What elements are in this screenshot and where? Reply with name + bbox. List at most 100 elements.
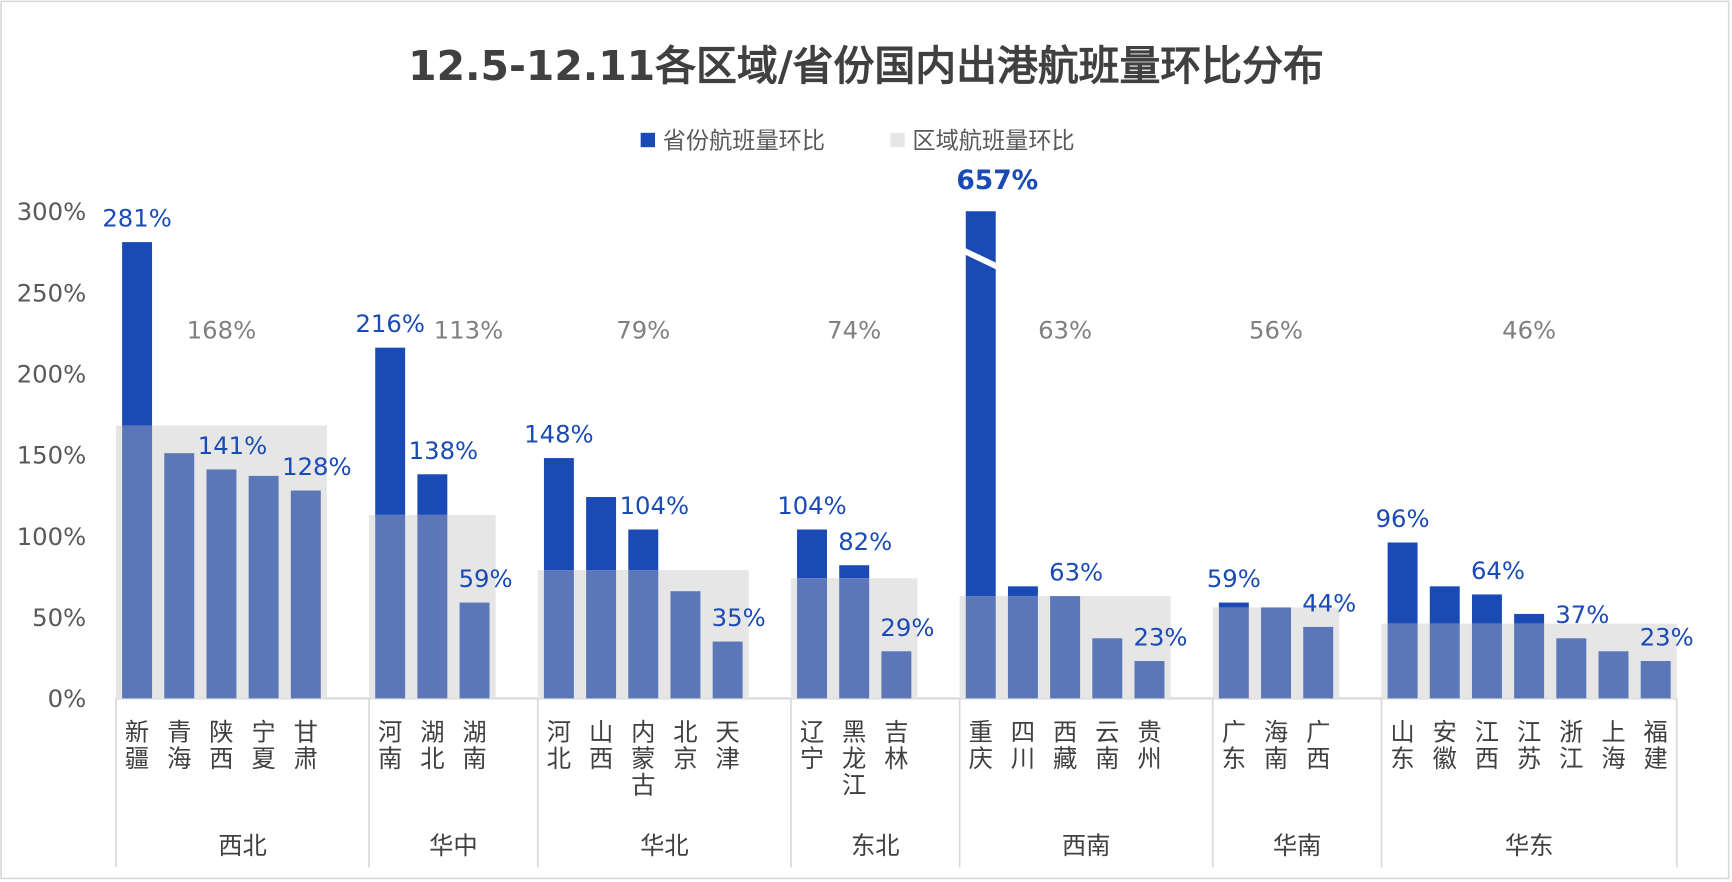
x-tick-label-广东: 东 [1222,744,1246,773]
x-tick-label-江西: 江 [1475,717,1499,746]
province-bar-overlap-宁夏 [248,475,279,699]
data-label: 141% [198,431,267,460]
x-tick-label-天津: 天 [715,717,739,746]
x-tick-label-湖北: 北 [420,744,444,773]
region-data-label: 79% [616,315,670,344]
province-bar-湖北 [417,474,448,515]
province-bar-山东 [1387,542,1418,624]
data-label: 35% [712,603,766,632]
province-bar-overlap-山东 [1387,623,1418,699]
province-bar-安徽 [1429,586,1460,624]
x-tick-label-西藏: 西 [1053,717,1077,746]
data-label: 64% [1471,556,1525,585]
province-bar-overlap-陕西 [206,469,237,699]
x-tick-label-重庆: 重 [969,717,993,746]
x-tick-label-江苏: 苏 [1517,744,1541,773]
x-tick-label-广西: 西 [1306,744,1330,773]
region-data-label: 113% [434,315,503,344]
province-bar-overlap-西藏 [1050,596,1081,699]
x-tick-label-吉林: 林 [884,744,908,773]
data-label: 657% [956,165,1038,196]
x-tick-label-吉林: 吉 [884,717,908,746]
x-tick-label-上海: 海 [1601,744,1625,773]
x-tick-label-辽宁: 辽 [800,717,824,746]
x-tick-label-甘肃: 肃 [294,744,318,773]
y-tick-label: 100% [17,522,86,551]
province-bar-四川 [1007,586,1038,597]
data-label: 59% [459,564,513,593]
y-tick-label: 200% [17,359,86,388]
x-tick-label-河南: 南 [378,744,402,773]
x-tick-label-广西: 广 [1306,717,1330,746]
x-tick-label-安徽: 徽 [1433,744,1457,773]
y-tick-label: 150% [17,441,86,470]
x-tick-label-内蒙古: 蒙 [631,744,655,773]
x-tick-label-黑龙江: 江 [842,770,866,799]
x-tick-label-广东: 广 [1222,717,1246,746]
province-bar-overlap-辽宁 [797,578,827,699]
legend-swatch-region [890,132,905,148]
province-bar-overlap-福建 [1640,661,1671,699]
province-bar-山西 [586,497,617,571]
province-bar-overlap-天津 [712,641,743,699]
x-tick-label-甘肃: 甘 [294,717,318,746]
province-bar-overlap-贵州 [1134,661,1165,699]
region-data-label: 168% [187,315,256,344]
x-tick-label-海南: 南 [1264,744,1288,773]
x-tick-label-宁夏: 宁 [251,717,275,746]
province-bar-overlap-河北 [543,570,574,699]
data-label: 96% [1376,504,1430,533]
province-bar-overlap-广西 [1303,626,1334,699]
x-tick-label-贵州: 州 [1137,744,1161,773]
legend: 省份航班量环比 区域航班量环比 [640,127,1075,154]
x-tick-label-湖北: 湖 [420,717,444,746]
x-tick-label-江西: 西 [1475,744,1499,773]
x-tick-label-河北: 河 [547,717,571,746]
x-tick-label-辽宁: 宁 [800,744,824,773]
y-axis: 0% 50% 100% 150% 200% 250% 300% [17,197,86,713]
province-bar-overlap-吉林 [881,651,912,699]
x-tick-label-浙江: 江 [1559,744,1583,773]
data-label: 128% [282,452,351,481]
x-tick-label-山西: 山 [589,717,613,746]
x-tick-label-湖南: 湖 [462,717,486,746]
x-tick-label-陕西: 西 [209,744,233,773]
province-bar-河北 [543,458,574,571]
x-tick-label-海南: 海 [1264,717,1288,746]
province-bar-内蒙古 [628,529,659,571]
province-bar-重庆 [965,211,996,597]
data-label: 23% [1640,623,1694,652]
data-label: 63% [1049,558,1103,587]
x-tick-label-青海: 青 [167,717,191,746]
x-tick-label-北京: 北 [673,717,697,746]
plot-area: 281%新疆青海141%陕西宁夏128%甘肃168%西北216%河南138%湖北… [102,165,1694,868]
x-tick-label-青海: 海 [167,744,191,773]
province-bar-江苏 [1514,613,1545,624]
data-label: 29% [880,613,934,642]
data-label: 23% [1134,623,1188,652]
x-tick-label-云南: 南 [1095,744,1119,773]
chart-title: 12.5-12.11各区域/省份国内出港航班量环比分布 [408,42,1324,90]
province-bar-overlap-甘肃 [290,490,321,699]
legend-label-province: 省份航班量环比 [663,127,825,154]
province-bar-overlap-海南 [1261,607,1292,699]
region-category-label: 华中 [429,831,478,860]
data-label: 281% [102,204,171,233]
province-bar-overlap-湖南 [459,602,490,699]
region-category-label: 华南 [1273,831,1322,860]
province-bar-广东 [1218,602,1249,608]
province-bar-overlap-云南 [1092,638,1123,699]
y-tick-label: 300% [17,197,86,226]
x-tick-label-宁夏: 夏 [251,744,275,773]
y-tick-label: 0% [48,684,87,713]
province-bar-江西 [1471,594,1502,624]
data-label: 44% [1302,588,1356,617]
data-label: 37% [1555,600,1609,629]
province-bar-辽宁 [797,529,827,579]
data-label: 104% [620,491,689,520]
x-tick-label-西藏: 藏 [1053,744,1077,773]
x-tick-label-黑龙江: 龙 [842,744,866,773]
x-tick-label-新疆: 新 [125,717,149,746]
province-bar-overlap-新疆 [122,425,153,699]
